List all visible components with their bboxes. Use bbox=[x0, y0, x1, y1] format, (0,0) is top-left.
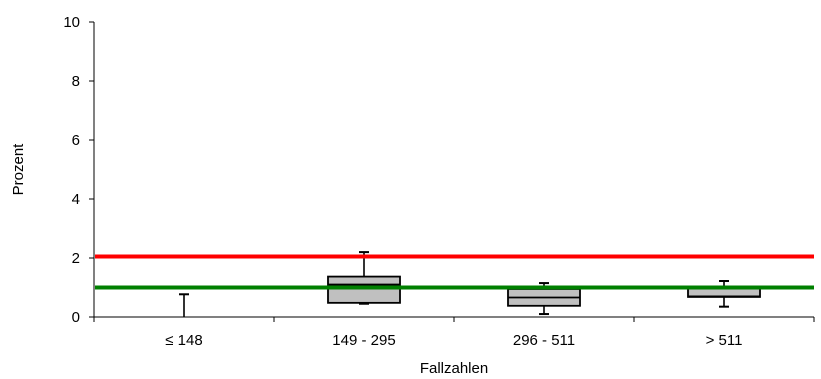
y-tick-label: 2 bbox=[72, 250, 80, 267]
box-body bbox=[327, 275, 401, 304]
y-tick-label: 0 bbox=[72, 309, 80, 326]
x-tick-label: ≤ 148 bbox=[165, 332, 202, 349]
x-tick-label: 149 - 295 bbox=[332, 332, 395, 349]
x-tick-label: > 511 bbox=[706, 332, 743, 349]
boxes-layer bbox=[179, 251, 761, 317]
x-tick-label: 296 - 511 bbox=[513, 332, 575, 349]
y-axis-title: Prozent bbox=[10, 143, 27, 196]
box-2 bbox=[327, 251, 401, 305]
x-axis: ≤ 148 149 - 295 296 - 511 > 511 bbox=[93, 316, 815, 349]
box-1 bbox=[179, 293, 189, 317]
y-tick-label: 4 bbox=[72, 191, 80, 208]
y-tick-label: 8 bbox=[72, 73, 80, 90]
x-axis-title: Fallzahlen bbox=[420, 360, 488, 377]
y-tick-label: 6 bbox=[72, 132, 80, 149]
y-tick-label: 10 bbox=[63, 14, 80, 31]
box-4 bbox=[687, 280, 761, 308]
y-axis: 0 2 4 6 8 10 bbox=[63, 14, 95, 326]
reference-lines-layer bbox=[95, 254, 814, 290]
